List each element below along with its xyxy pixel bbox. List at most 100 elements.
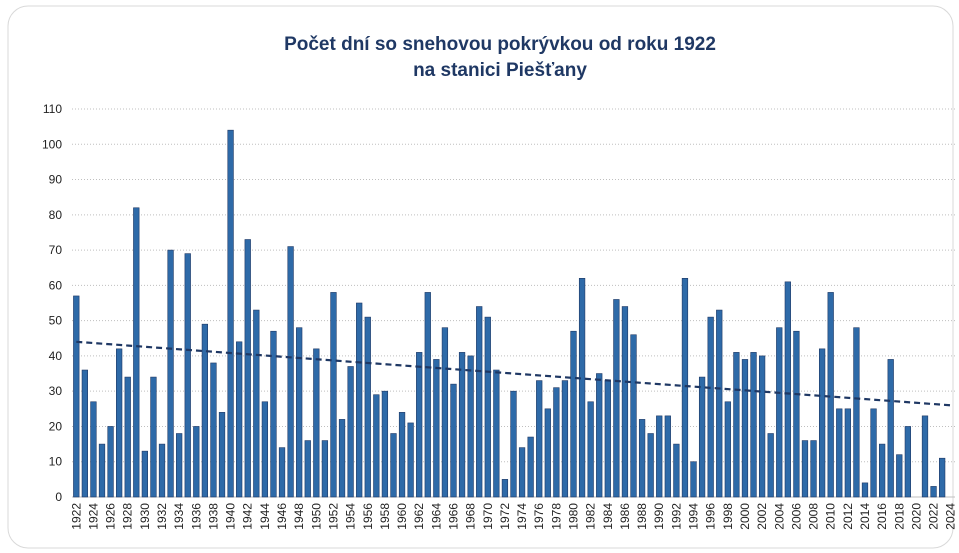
- x-tick-label: 2022: [927, 503, 941, 530]
- x-tick-label: 1998: [721, 503, 735, 530]
- bar: [433, 359, 440, 498]
- bar: [313, 348, 320, 498]
- x-tick-label: 1942: [241, 503, 255, 530]
- x-tick-label: 1962: [412, 503, 426, 530]
- x-tick-label: 2006: [789, 503, 803, 530]
- x-tick-label: 2020: [909, 503, 923, 530]
- y-tick-label: 70: [49, 243, 63, 257]
- bar: [536, 380, 543, 498]
- x-tick-label: 2002: [755, 503, 769, 530]
- bar: [133, 207, 140, 498]
- x-tick-label: 1978: [549, 503, 563, 530]
- bar: [261, 401, 269, 498]
- bar: [270, 330, 277, 498]
- bar: [381, 390, 389, 498]
- bar: [398, 412, 406, 498]
- bar: [853, 327, 860, 498]
- trend-line: [76, 340, 951, 407]
- x-tick-label: 1930: [138, 503, 152, 530]
- x-tick-label: 1958: [378, 503, 392, 530]
- x-tick-label: 1988: [635, 503, 649, 530]
- x-tick-label: 1938: [206, 503, 220, 530]
- x-tick-label: 1996: [704, 503, 718, 530]
- bar: [758, 355, 766, 498]
- bar: [441, 327, 449, 498]
- x-tick-label: 1974: [515, 503, 529, 530]
- bar: [673, 443, 680, 498]
- bar: [416, 352, 423, 498]
- bar: [227, 129, 234, 498]
- bar: [501, 479, 509, 498]
- x-tick-label: 1968: [464, 503, 478, 530]
- bar: [476, 306, 483, 498]
- x-tick-label: 1950: [309, 503, 323, 530]
- bar: [278, 447, 286, 498]
- bar: [90, 401, 97, 498]
- bar: [836, 408, 843, 498]
- x-tick-label: 2016: [875, 503, 889, 530]
- x-tick-label: 2000: [738, 503, 752, 530]
- y-tick-label: 100: [42, 137, 62, 151]
- bar: [621, 306, 629, 498]
- bar: [510, 390, 517, 498]
- x-tick-label: 2014: [858, 503, 872, 530]
- bar: [939, 457, 946, 498]
- x-tick-label: 1934: [172, 503, 186, 530]
- bar: [570, 330, 577, 498]
- x-tick-label: 1980: [567, 503, 581, 530]
- bar: [844, 408, 851, 498]
- y-tick-label: 110: [43, 102, 62, 116]
- bar: [304, 440, 311, 498]
- x-tick-label: 1970: [481, 503, 495, 530]
- bar: [707, 316, 714, 498]
- bar: [724, 401, 731, 498]
- x-tick-label: 1976: [532, 503, 546, 530]
- bar: [750, 352, 757, 498]
- y-tick-label: 90: [49, 173, 63, 187]
- bar: [364, 316, 371, 498]
- bar: [698, 376, 706, 498]
- bar: [218, 412, 226, 498]
- bar: [690, 461, 697, 498]
- bar: [407, 422, 414, 498]
- bar: [578, 278, 586, 498]
- x-tick-label: 2018: [892, 503, 906, 530]
- bar: [801, 440, 809, 498]
- bar: [373, 394, 380, 498]
- y-tick-label: 50: [49, 314, 63, 328]
- x-tick-label: 1986: [618, 503, 632, 530]
- bar: [638, 419, 646, 498]
- x-tick-label: 1992: [669, 503, 683, 530]
- bar: [338, 419, 346, 498]
- x-tick-label: 2008: [807, 503, 821, 530]
- bar: [176, 433, 183, 498]
- bar: [921, 415, 929, 498]
- bar: [150, 376, 157, 498]
- x-tick-label: 1990: [652, 503, 666, 530]
- bar: [930, 486, 937, 498]
- x-tick-label: 1936: [189, 503, 203, 530]
- x-tick-label: 1960: [395, 503, 409, 530]
- bar: [184, 253, 191, 498]
- bar: [733, 352, 740, 498]
- bar: [544, 408, 551, 498]
- y-tick-label: 20: [49, 419, 63, 433]
- bar: [141, 450, 148, 498]
- bar: [587, 401, 594, 498]
- x-tick-label: 1954: [344, 503, 358, 530]
- y-tick-label: 30: [49, 384, 63, 398]
- x-tick-label: 1982: [584, 503, 598, 530]
- bar: [861, 482, 869, 498]
- x-tick-label: 1922: [69, 503, 83, 530]
- bar: [613, 299, 620, 498]
- bar: [904, 426, 911, 498]
- bar: [253, 309, 260, 498]
- bar: [73, 295, 80, 498]
- x-tick-label: 1972: [498, 503, 512, 530]
- bar: [484, 316, 491, 498]
- bar: [879, 443, 886, 498]
- bar: [767, 433, 774, 498]
- bar: [681, 278, 689, 498]
- bar: [116, 348, 123, 498]
- chart-title: Počet dní so snehovou pokrývkou od roku …: [284, 34, 716, 55]
